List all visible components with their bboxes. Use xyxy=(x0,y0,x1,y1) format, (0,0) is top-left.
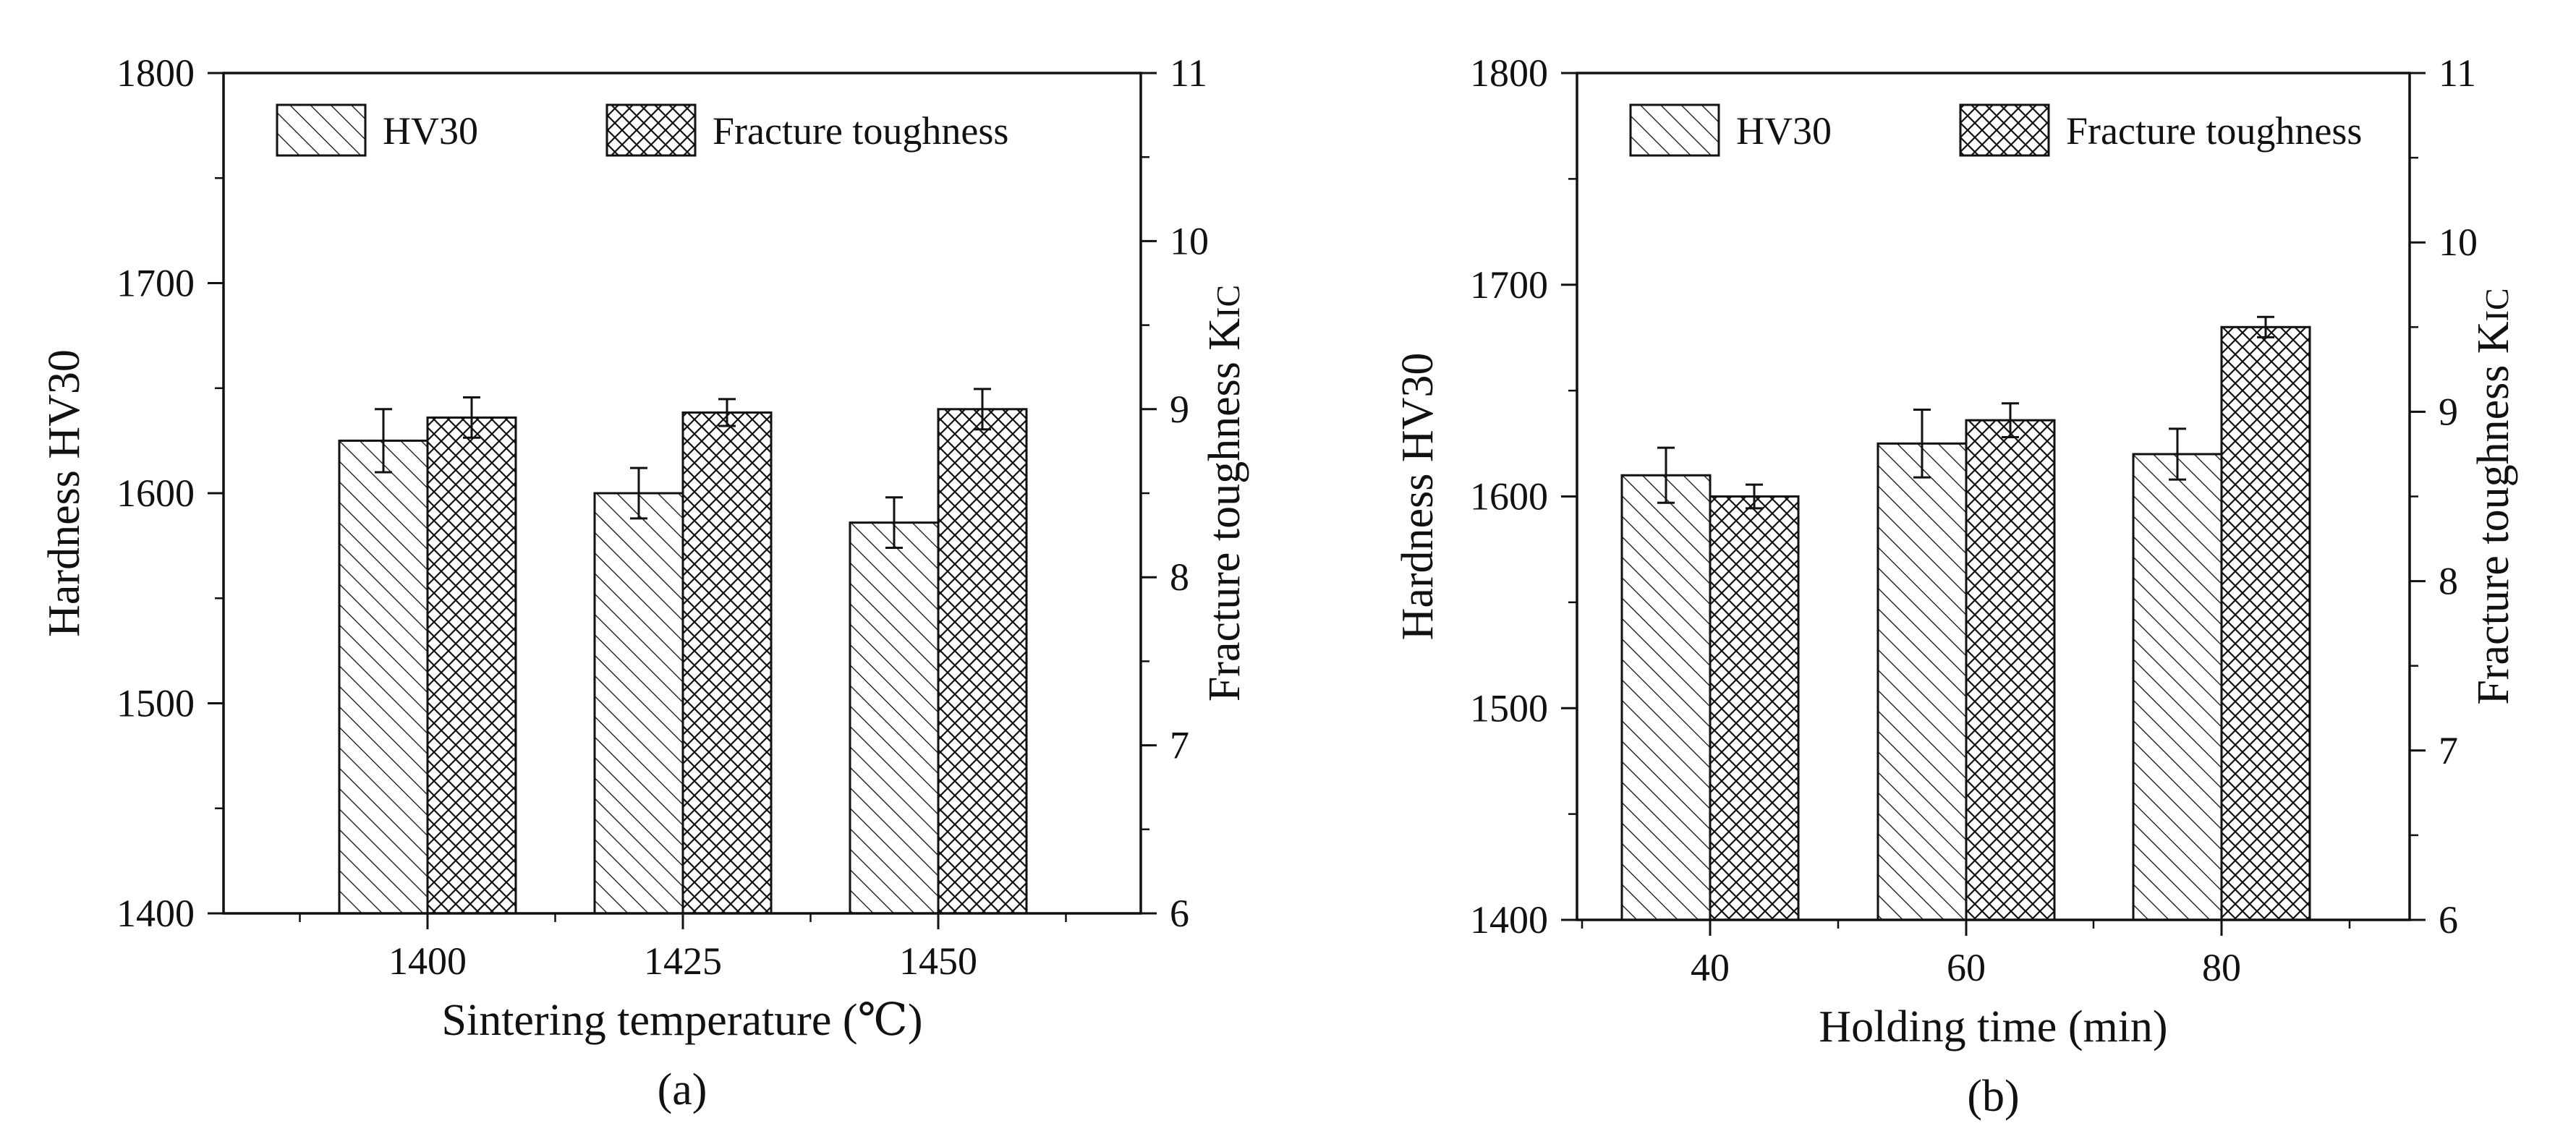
left-tick-label: 1400 xyxy=(1470,898,1548,942)
x-tick-label: 40 xyxy=(1691,946,1730,989)
right-tick-label: 10 xyxy=(1170,219,1209,263)
right-tick-label: 9 xyxy=(1170,388,1189,431)
left-tick-label: 1800 xyxy=(1470,51,1548,95)
x-tick-label: 1400 xyxy=(388,939,467,983)
left-tick-label: 1600 xyxy=(116,472,195,515)
legend-swatch-hv30 xyxy=(276,103,367,157)
bar-toughness-60 xyxy=(1965,419,2056,921)
right-tick-label: 11 xyxy=(1170,51,1207,95)
legend-label-hv30: HV30 xyxy=(383,109,478,153)
left-tick-label: 1700 xyxy=(116,262,195,305)
right-axis-title-subscript: IC xyxy=(1210,285,1246,318)
bar-hv30-40 xyxy=(1620,474,1712,921)
bar-toughness-80 xyxy=(2220,325,2311,921)
bar-hv30-60 xyxy=(1876,442,1968,921)
x-axis-title: Sintering temperature (℃) xyxy=(441,996,922,1045)
left-tick-label: 1400 xyxy=(116,892,195,935)
legend-swatch-toughness xyxy=(605,103,697,157)
panel-label: (a) xyxy=(658,1065,707,1114)
bar-hv30-80 xyxy=(2132,453,2223,921)
legend-label-toughness: Fracture toughness xyxy=(2066,109,2362,153)
right-tick-label: 11 xyxy=(2439,51,2476,95)
right-tick-label: 8 xyxy=(2439,560,2458,603)
panel-label: (b) xyxy=(1967,1072,2019,1121)
left-tick-label: 1700 xyxy=(1470,263,1548,307)
bar-toughness-40 xyxy=(1709,495,1800,921)
chart-panel-b: 1400 1500 1600 1700 1800 6 7 8 9 10 11 40 60 80 Holdin… xyxy=(1393,51,2518,1121)
right-tick-label: 7 xyxy=(1170,724,1189,767)
right-tick-label: 6 xyxy=(2439,898,2458,942)
right-axis-title-main: Fracture toughness K xyxy=(1200,318,1249,702)
x-tick-label: 80 xyxy=(2202,946,2241,989)
left-axis-title: Hardness HV30 xyxy=(40,349,89,637)
legend-swatch-hv30 xyxy=(1629,103,1720,157)
left-tick-label: 1800 xyxy=(116,51,195,95)
bar-toughness-1450 xyxy=(937,408,1028,915)
left-tick-label: 1600 xyxy=(1470,475,1548,519)
legend-swatch-toughness xyxy=(1959,103,2050,157)
bar-toughness-1425 xyxy=(681,411,773,915)
x-axis-title: Holding time (min) xyxy=(1819,1002,2167,1051)
x-tick-label: 1450 xyxy=(899,939,977,983)
right-tick-label: 8 xyxy=(1170,555,1189,599)
legend-label-toughness: Fracture toughness xyxy=(713,109,1008,153)
right-tick-label: 7 xyxy=(2439,729,2458,772)
right-tick-label: 6 xyxy=(1170,892,1189,935)
right-axis-title-main: Fracture toughness K xyxy=(2469,321,2518,705)
x-tick-label: 60 xyxy=(1947,946,1986,989)
legend-label-hv30: HV30 xyxy=(1736,109,1832,153)
right-axis-title: Fracture toughness KIC xyxy=(1200,285,1249,701)
right-tick-label: 10 xyxy=(2439,221,2478,264)
bar-hv30-1450 xyxy=(849,521,940,915)
bar-hv30-1400 xyxy=(338,439,429,915)
left-tick-label: 1500 xyxy=(1470,686,1548,730)
left-tick-label: 1500 xyxy=(116,682,195,725)
right-tick-label: 9 xyxy=(2439,390,2458,433)
chart-panel-a: 1400 1500 1600 1700 1800 6 7 8 9 10 11 1400 1425 1450… xyxy=(40,51,1249,1114)
right-axis-title-subscript: IC xyxy=(2478,288,2515,321)
left-axis-title: Hardness HV30 xyxy=(1393,353,1442,641)
bar-toughness-1400 xyxy=(426,416,517,915)
right-axis-title: Fracture toughness KIC xyxy=(2469,288,2518,704)
bar-hv30-1425 xyxy=(593,492,684,915)
x-tick-label: 1425 xyxy=(644,939,722,983)
